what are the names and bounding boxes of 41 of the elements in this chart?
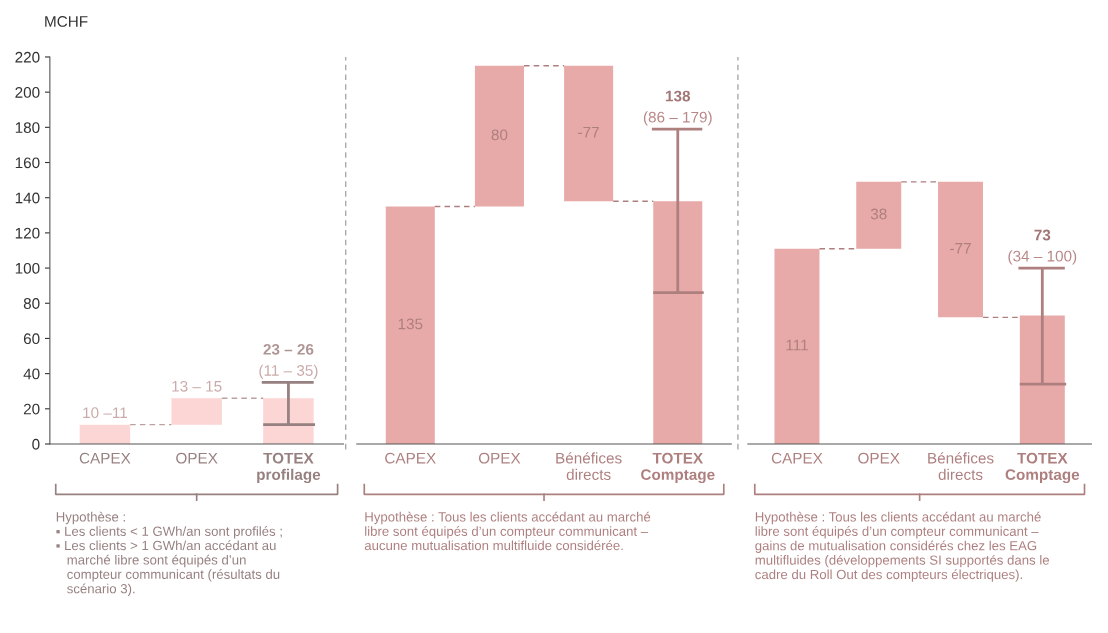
y-tick-label: 180 (15, 122, 40, 134)
text: Hypothèse : Tous les clients accédant au marché libre sont équipés d’un compteur communicant – gains de mutualisation considérés chez les EAG multifluides (développements SI supportés dans le cadre du Roll Out des compteurs électriques). (755, 511, 1050, 582)
x-tick-label: OPEX (478, 452, 521, 464)
x-tick-label: OPEX (858, 452, 900, 464)
annotation: (86 – 179) (643, 111, 712, 126)
text: Hypothèse : ▪ Les clients < 1 GWh/an sont profilés ; ▪ Les clients > 1 GWh/an accédant au marché libre sont équipés d’un compteur communicant (résultats du scénario 3). (56, 511, 282, 596)
annotation: 23 – 26 (263, 343, 314, 355)
x-tick-label: TOTEX Comptage (641, 452, 715, 484)
annotation: 73 (1034, 229, 1051, 241)
y-tick-label: 160 (15, 157, 40, 169)
y-tick-label: 60 (23, 333, 40, 345)
annotation: 13 – 15 (172, 380, 222, 392)
y-tick-label: 200 (15, 87, 40, 98)
y-tick-label: 120 (15, 227, 40, 239)
data-label: -77 (578, 126, 599, 138)
y-tick-label: 20 (23, 403, 40, 415)
x-tick-label: CAPEX (385, 452, 436, 464)
x-tick-label: CAPEX (771, 452, 823, 464)
y-axis-title: MCHF (45, 16, 88, 27)
y-tick-label: 220 (15, 51, 40, 63)
annotation: 138 (666, 90, 691, 102)
y-tick-label: 80 (23, 298, 40, 309)
data-label: 135 (398, 318, 423, 330)
annotation: (34 – 100) (1008, 250, 1077, 265)
y-tick-label: 0 (32, 438, 40, 450)
x-tick-label: CAPEX (79, 452, 131, 464)
x-tick-label: Bénéfices directs (556, 452, 622, 480)
data-label: 38 (870, 208, 887, 220)
x-tick-label: TOTEX profilage (257, 452, 321, 484)
y-tick-label: 40 (23, 368, 40, 380)
y-tick-label: 100 (15, 262, 40, 274)
y-tick-label: 140 (15, 192, 40, 204)
x-tick-label: TOTEX Comptage (1005, 452, 1080, 484)
annotation: 10 –11 (83, 407, 127, 419)
x-tick-label: Bénéfices directs (928, 452, 994, 480)
x-tick-label: OPEX (176, 452, 218, 464)
data-label: 111 (786, 339, 808, 351)
text: Hypothèse : Tous les clients accédant au marché libre sont équipés d’un compteur communicant – aucune mutualisation multifluide considérée. (364, 511, 651, 551)
data-label: -77 (950, 243, 971, 254)
annotation: (11 – 35) (259, 364, 318, 379)
data-label: 80 (491, 129, 508, 141)
